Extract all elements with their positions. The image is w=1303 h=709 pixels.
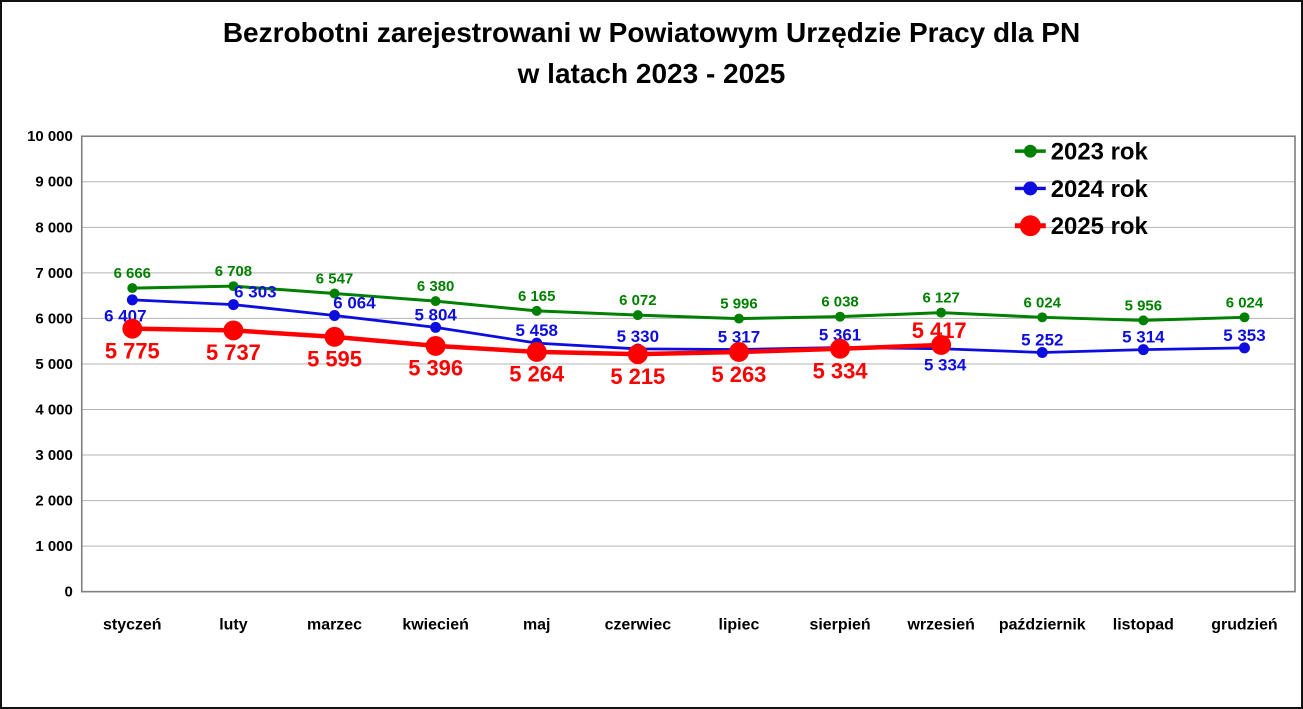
data-point-2024-rok bbox=[227, 299, 239, 311]
data-label-2025-rok: 5 263 bbox=[712, 362, 767, 387]
data-label-2023-rok: 6 024 bbox=[1024, 294, 1062, 311]
x-axis-label: kwiecień bbox=[402, 616, 468, 633]
x-axis-label: czerwiec bbox=[605, 616, 672, 633]
plot-border bbox=[80, 135, 1296, 593]
data-label-2025-rok: 5 264 bbox=[509, 362, 565, 387]
data-point-2024-rok bbox=[329, 310, 341, 321]
data-label-2024-rok: 6 303 bbox=[234, 283, 276, 302]
legend-marker-2025-rok bbox=[1019, 215, 1041, 237]
x-axis-label: sierpień bbox=[809, 616, 870, 633]
data-label-2025-rok: 5 334 bbox=[813, 359, 869, 384]
x-axis-label: maj bbox=[523, 616, 550, 633]
data-label-2025-rok: 5 775 bbox=[105, 339, 160, 364]
legend-marker-2024-rok bbox=[1023, 181, 1038, 196]
chart-title-line-1: Bezrobotni zarejestrowani w Powiatowym U… bbox=[222, 17, 1081, 48]
data-point-2023-rok bbox=[1138, 315, 1149, 326]
data-point-2025-rok bbox=[627, 344, 648, 365]
data-point-2023-rok bbox=[329, 288, 340, 299]
data-point-2025-rok bbox=[830, 338, 851, 359]
data-label-2024-rok: 6 064 bbox=[333, 294, 376, 313]
y-axis-tick-label: 8 000 bbox=[35, 219, 72, 236]
data-label-2023-rok: 6 708 bbox=[215, 263, 252, 280]
chart-title-line-2: w latach 2023 - 2025 bbox=[517, 58, 786, 89]
data-label-2024-rok: 5 252 bbox=[1021, 331, 1063, 350]
x-axis-label: luty bbox=[219, 616, 247, 633]
x-axis-label: lipiec bbox=[719, 616, 760, 633]
x-axis-label: wrzesień bbox=[906, 616, 974, 633]
data-label-2024-rok: 5 458 bbox=[516, 321, 558, 340]
y-axis-tick-label: 3 000 bbox=[35, 447, 72, 464]
data-point-2024-rok bbox=[1036, 347, 1048, 358]
data-label-2023-rok: 6 547 bbox=[316, 271, 353, 288]
y-axis-tick-label: 10 000 bbox=[27, 128, 73, 145]
data-label-2024-rok: 5 314 bbox=[1122, 328, 1165, 347]
data-point-2023-rok bbox=[1239, 312, 1250, 323]
data-label-2023-rok: 6 380 bbox=[417, 278, 454, 295]
data-label-2023-rok: 5 996 bbox=[720, 296, 757, 313]
data-point-2023-rok bbox=[1037, 312, 1048, 323]
data-point-2024-rok bbox=[126, 294, 138, 306]
data-point-2025-rok bbox=[425, 335, 446, 356]
chart-title: Bezrobotni zarejestrowani w Powiatowym U… bbox=[2, 12, 1301, 94]
data-point-2023-rok bbox=[733, 313, 744, 324]
data-point-2023-rok bbox=[936, 307, 947, 318]
series-line-2023-rok bbox=[130, 284, 1246, 322]
data-label-2025-rok: 5 417 bbox=[912, 318, 967, 343]
x-axis-label: marzec bbox=[307, 616, 362, 633]
data-point-2024-rok bbox=[1238, 342, 1250, 354]
data-label-2024-rok: 5 334 bbox=[924, 356, 967, 375]
data-point-2025-rok bbox=[324, 326, 345, 347]
y-axis-tick-label: 4 000 bbox=[35, 401, 72, 418]
data-label-2024-rok: 5 361 bbox=[819, 326, 861, 345]
data-point-2025-rok bbox=[122, 318, 143, 339]
data-point-2024-rok bbox=[430, 321, 442, 333]
legend-label-2024-rok: 2024 rok bbox=[1051, 176, 1149, 203]
data-label-2025-rok: 5 396 bbox=[408, 356, 463, 381]
data-label-2023-rok: 5 956 bbox=[1125, 297, 1162, 314]
data-label-2023-rok: 6 072 bbox=[619, 292, 656, 309]
data-point-2023-rok bbox=[835, 311, 846, 322]
data-label-2025-rok: 5 737 bbox=[206, 340, 261, 365]
x-axis-label: październik bbox=[999, 616, 1086, 633]
y-axis-tick-label: 6 000 bbox=[35, 310, 72, 327]
data-label-2023-rok: 6 127 bbox=[922, 290, 959, 307]
data-point-2023-rok bbox=[430, 296, 441, 307]
data-label-2024-rok: 5 353 bbox=[1223, 326, 1265, 345]
x-axis-label: styczeń bbox=[103, 616, 161, 633]
y-axis-tick-label: 1 000 bbox=[35, 538, 72, 555]
series-line-2024-rok bbox=[130, 298, 1246, 354]
data-point-2025-rok bbox=[223, 320, 244, 341]
y-axis-tick-label: 7 000 bbox=[35, 265, 72, 282]
y-axis-tick-label: 2 000 bbox=[35, 493, 72, 510]
data-label-2025-rok: 5 215 bbox=[610, 364, 665, 389]
data-point-2024-rok bbox=[1137, 344, 1149, 356]
y-axis-tick-label: 9 000 bbox=[35, 174, 72, 191]
data-label-2024-rok: 5 330 bbox=[617, 327, 659, 346]
legend-label-2025-rok: 2025 rok bbox=[1051, 213, 1149, 240]
legend-label-2023-rok: 2023 rok bbox=[1051, 139, 1149, 166]
data-label-2023-rok: 6 666 bbox=[114, 265, 151, 282]
x-axis-label: listopad bbox=[1113, 616, 1174, 633]
data-point-2023-rok bbox=[228, 281, 239, 292]
y-axis-tick-label: 0 bbox=[64, 584, 72, 601]
y-axis-tick-label: 5 000 bbox=[35, 356, 72, 373]
data-point-2023-rok bbox=[127, 283, 138, 294]
data-label-2024-rok: 5 804 bbox=[414, 305, 457, 324]
data-point-2023-rok bbox=[632, 310, 643, 321]
data-point-2023-rok bbox=[531, 305, 542, 316]
data-point-2025-rok bbox=[931, 335, 952, 355]
data-point-2025-rok bbox=[728, 342, 749, 362]
x-axis-label: grudzień bbox=[1211, 616, 1277, 633]
data-label-2025-rok: 5 595 bbox=[307, 347, 362, 372]
data-label-2024-rok: 5 317 bbox=[718, 328, 760, 347]
data-label-2023-rok: 6 038 bbox=[821, 294, 858, 311]
legend-marker-2023-rok bbox=[1023, 144, 1037, 158]
data-label-2023-rok: 6 165 bbox=[518, 288, 555, 305]
data-label-2023-rok: 6 024 bbox=[1226, 294, 1264, 311]
data-point-2025-rok bbox=[526, 341, 547, 362]
